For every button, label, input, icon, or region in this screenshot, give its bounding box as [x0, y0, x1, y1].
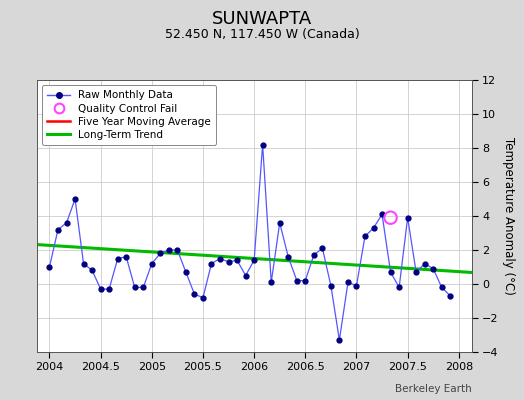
Text: Berkeley Earth: Berkeley Earth [395, 384, 472, 394]
Text: 52.450 N, 117.450 W (Canada): 52.450 N, 117.450 W (Canada) [165, 28, 359, 41]
Text: SUNWAPTA: SUNWAPTA [212, 10, 312, 28]
Point [386, 214, 395, 221]
Y-axis label: Temperature Anomaly (°C): Temperature Anomaly (°C) [502, 137, 515, 295]
Legend: Raw Monthly Data, Quality Control Fail, Five Year Moving Average, Long-Term Tren: Raw Monthly Data, Quality Control Fail, … [42, 85, 216, 145]
